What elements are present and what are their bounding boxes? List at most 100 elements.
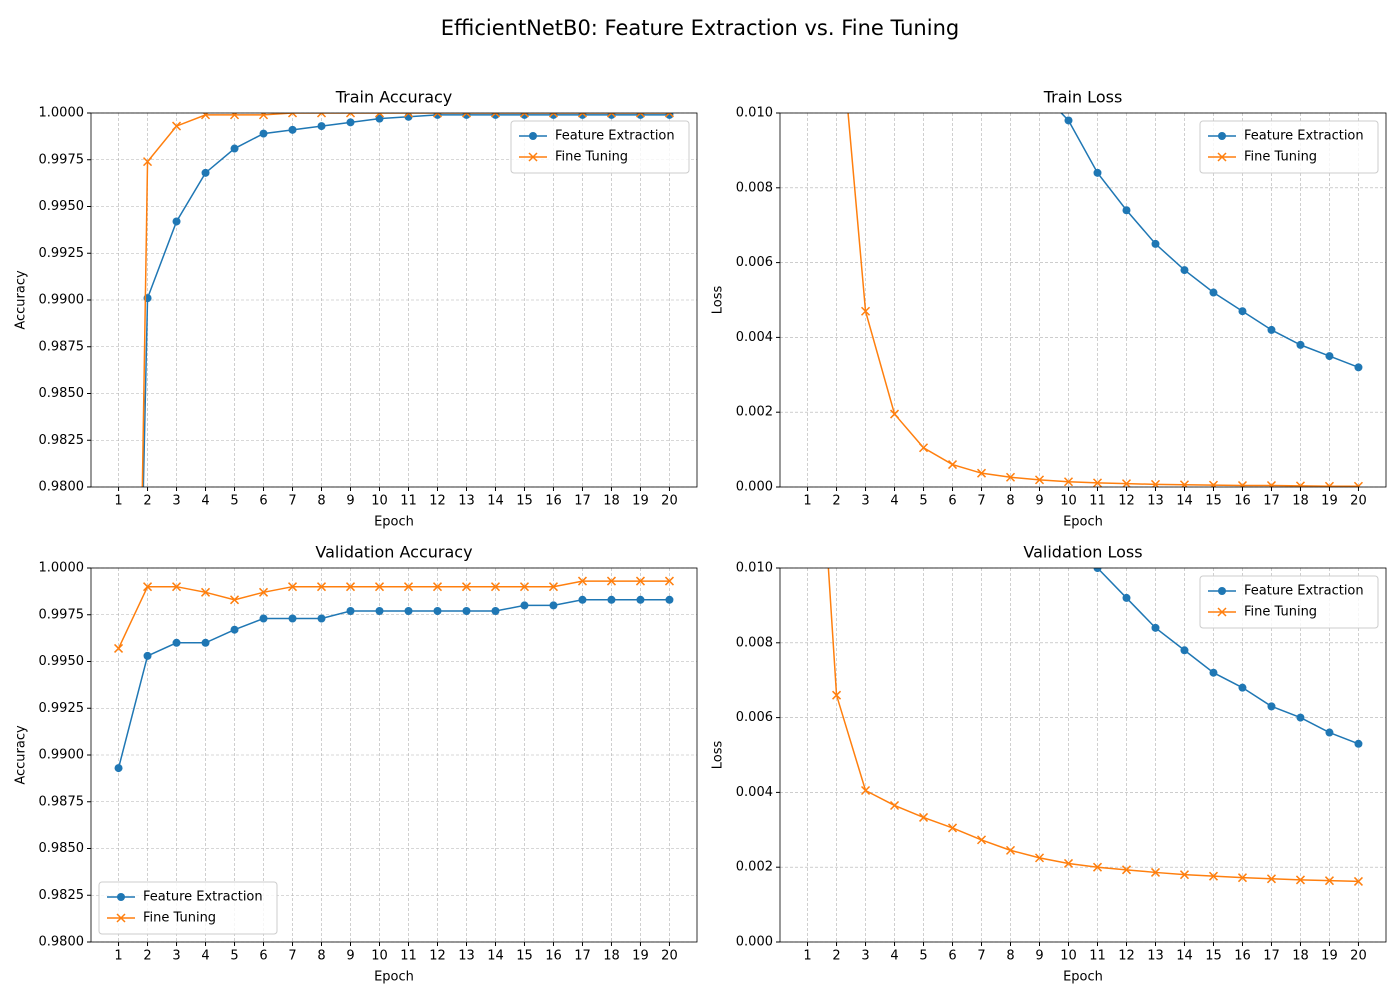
marker xyxy=(1005,472,1016,482)
marker xyxy=(287,582,298,592)
marker xyxy=(1092,478,1103,487)
axes-title: Validation Accuracy xyxy=(315,543,472,562)
series-line xyxy=(141,113,670,487)
marker xyxy=(1238,683,1247,692)
x-tick-label: 3 xyxy=(172,949,180,964)
marker xyxy=(490,113,501,118)
series-line xyxy=(827,568,1359,883)
marker xyxy=(288,614,297,623)
marker xyxy=(636,595,645,604)
x-tick-label: 14 xyxy=(1176,494,1193,509)
marker xyxy=(1208,480,1219,487)
x-tick-label: 2 xyxy=(832,949,840,964)
marker xyxy=(316,113,327,118)
x-tick-label: 14 xyxy=(487,494,504,509)
marker xyxy=(1208,871,1219,881)
x-tick-label: 5 xyxy=(230,949,238,964)
y-tick-label: 0.9925 xyxy=(39,701,85,716)
x-tick-label: 20 xyxy=(1350,949,1367,964)
x-tick-label: 15 xyxy=(1205,949,1222,964)
legend-label: Feature Extraction xyxy=(143,890,263,905)
marker xyxy=(288,125,297,134)
marker xyxy=(374,113,385,118)
marker xyxy=(1209,668,1218,677)
x-tick-label: 1 xyxy=(803,494,811,509)
marker xyxy=(461,582,472,592)
marker xyxy=(976,835,987,845)
marker xyxy=(258,113,269,120)
series-line xyxy=(1094,568,1359,745)
x-tick-label: 15 xyxy=(516,949,533,964)
legend-marker xyxy=(1217,607,1227,617)
axes-frame xyxy=(779,112,1387,488)
marker xyxy=(577,576,587,586)
y-tick-label: 0.004 xyxy=(736,785,773,800)
legend-label: Fine Tuning xyxy=(1244,605,1317,620)
x-tick-label: 7 xyxy=(977,949,985,964)
x-tick-label: 10 xyxy=(1060,494,1077,509)
marker xyxy=(664,576,674,586)
legend-box xyxy=(1199,575,1379,629)
y-tick-label: 0.9875 xyxy=(39,339,85,354)
marker xyxy=(462,607,471,616)
marker xyxy=(374,582,385,592)
marker xyxy=(1354,739,1363,748)
series-line xyxy=(117,580,670,649)
x-tick-label: 19 xyxy=(1321,949,1338,964)
marker xyxy=(114,643,124,653)
marker xyxy=(1151,239,1160,248)
y-tick-label: 0.9975 xyxy=(39,152,85,167)
x-axis-label: Epoch xyxy=(374,970,414,985)
marker xyxy=(490,582,501,592)
y-tick-label: 0.002 xyxy=(736,405,773,420)
marker xyxy=(172,121,182,131)
axes-frame xyxy=(90,567,698,943)
marker xyxy=(1209,288,1218,297)
x-tick-label: 6 xyxy=(948,949,956,964)
y-tick-label: 0.008 xyxy=(736,635,773,650)
legend: Feature Extraction Fine Tuning xyxy=(1199,575,1379,629)
marker xyxy=(1237,480,1248,487)
x-tick-label: 12 xyxy=(1118,494,1135,509)
marker xyxy=(404,607,413,616)
x-tick-label: 8 xyxy=(1006,494,1014,509)
x-tick-label: 17 xyxy=(1263,494,1280,509)
y-tick-label: 0.9825 xyxy=(39,433,85,448)
x-tick-label: 7 xyxy=(288,949,296,964)
marker xyxy=(403,582,414,592)
figure-title: EfficientNetB0: Feature Extraction vs. F… xyxy=(441,16,959,40)
x-tick-label: 9 xyxy=(1035,949,1043,964)
marker xyxy=(947,823,958,833)
marker xyxy=(548,582,559,592)
y-tick-label: 0.000 xyxy=(736,480,773,495)
marker xyxy=(201,113,211,120)
y-tick-label: 0.9875 xyxy=(39,794,85,809)
marker xyxy=(1180,266,1189,275)
x-tick-label: 9 xyxy=(1035,494,1043,509)
marker xyxy=(114,764,123,773)
legend-marker xyxy=(1218,587,1226,595)
x-tick-label: 17 xyxy=(574,949,591,964)
legend-marker xyxy=(117,893,125,901)
x-tick-label: 8 xyxy=(317,494,325,509)
marker xyxy=(519,113,530,118)
marker xyxy=(317,614,326,623)
marker xyxy=(578,595,587,604)
x-tick-label: 10 xyxy=(1060,949,1077,964)
marker xyxy=(606,576,616,586)
marker xyxy=(1121,479,1132,487)
marker xyxy=(259,129,268,138)
y-axis-label: Loss xyxy=(711,741,726,770)
legend-marker xyxy=(1217,152,1227,162)
marker xyxy=(201,587,211,597)
y-tick-label: 0.010 xyxy=(736,561,773,576)
x-tick-label: 6 xyxy=(259,949,267,964)
y-tick-label: 0.002 xyxy=(736,860,773,875)
y-tick-label: 0.9825 xyxy=(39,888,85,903)
x-tick-label: 10 xyxy=(371,949,388,964)
marker xyxy=(664,113,674,118)
y-axis-label: Accuracy xyxy=(14,725,29,785)
x-tick-label: 18 xyxy=(603,494,620,509)
marker xyxy=(1180,646,1189,655)
